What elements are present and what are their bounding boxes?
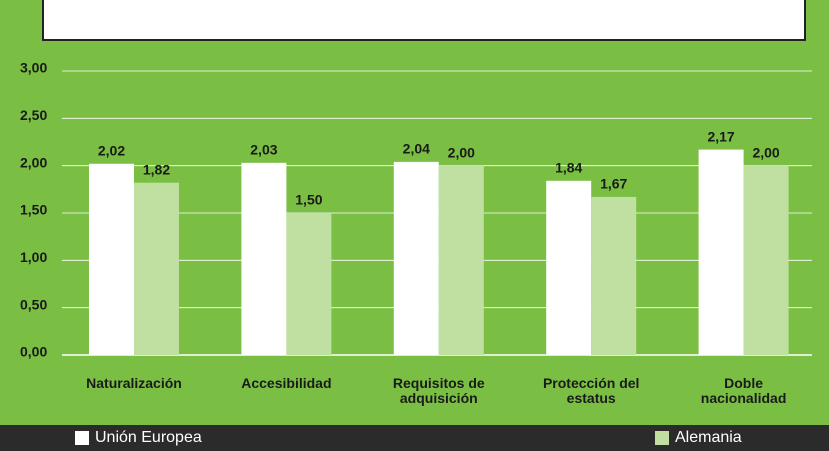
bar [241, 162, 287, 355]
bar [591, 196, 637, 355]
bar [546, 180, 592, 355]
legend-swatch [75, 431, 89, 445]
bar [286, 213, 332, 355]
y-tick-label: 2,50 [20, 107, 47, 123]
value-label: 1,82 [143, 161, 170, 177]
y-tick-label: 3,00 [20, 60, 47, 76]
bar [134, 182, 179, 355]
legend-bar [0, 425, 829, 451]
y-tick-label: 2,00 [20, 154, 47, 170]
x-tick-label: Naturalización [86, 375, 182, 391]
y-tick-label: 1,50 [20, 202, 47, 218]
bar [743, 165, 789, 355]
legend-swatch [655, 431, 669, 445]
value-label: 2,17 [707, 128, 734, 144]
x-tick-label: Doble nacionalidad [700, 375, 787, 406]
value-label: 2,00 [752, 144, 779, 160]
bar [393, 161, 439, 355]
legend-label: Unión Europea [95, 429, 202, 446]
value-label: 2,03 [250, 142, 277, 158]
value-label: 2,04 [403, 141, 430, 157]
value-label: 1,50 [295, 192, 322, 208]
bar [698, 149, 744, 355]
x-tick-label: Requisitos de adquisición [392, 375, 485, 406]
value-label: 1,67 [600, 176, 627, 192]
value-label: 2,02 [98, 142, 125, 158]
bar [89, 163, 134, 355]
title-box [42, 0, 806, 41]
x-tick-label: Accesibilidad [241, 375, 332, 391]
value-label: 2,00 [448, 144, 475, 160]
legend-label: Alemania [675, 429, 742, 446]
y-tick-label: 0,00 [20, 344, 47, 360]
bar [438, 165, 484, 355]
y-tick-label: 1,00 [20, 249, 47, 265]
x-tick-label: Protección del estatus [542, 375, 640, 406]
y-tick-label: 0,50 [20, 296, 47, 312]
value-label: 1,84 [555, 160, 582, 176]
